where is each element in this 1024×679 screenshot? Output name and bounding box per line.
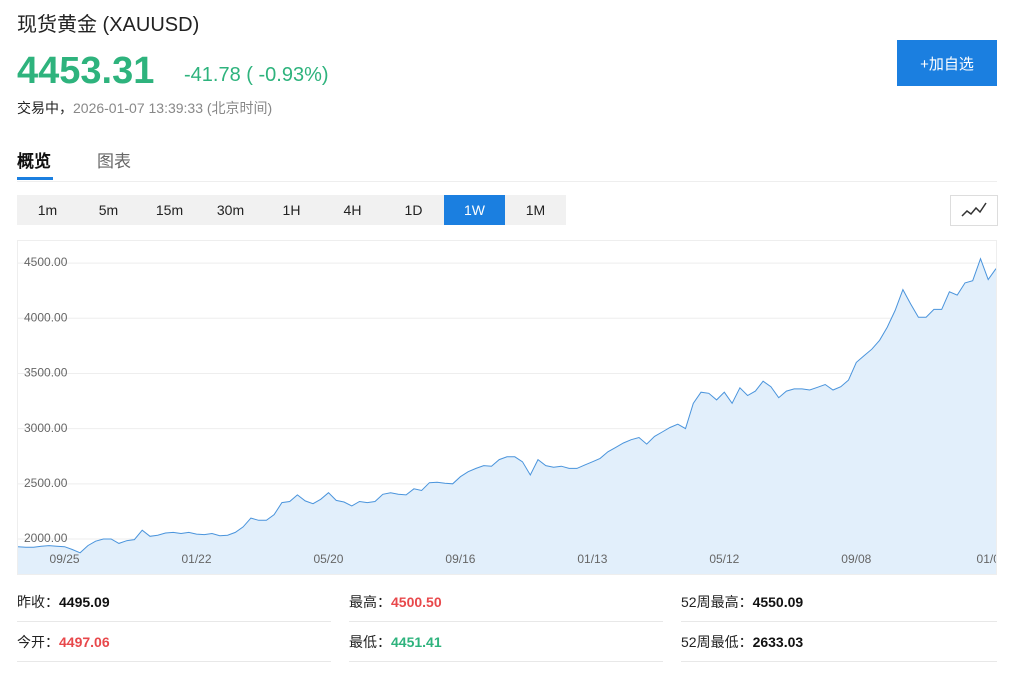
y-tick-label: 4000.00 xyxy=(24,310,68,324)
tab-indicator xyxy=(17,177,53,180)
stat-label: 52周最高： xyxy=(681,594,753,610)
period-button[interactable]: 1M xyxy=(525,202,546,218)
stat: 52周最高：4550.09 xyxy=(681,592,803,612)
price: 4453.31 xyxy=(17,50,155,92)
y-tick-label: 4500.00 xyxy=(24,255,68,269)
chart: 2000.00 2500.00 3000.00 3500.00 4000.00 4500.… xyxy=(17,240,997,575)
period-button[interactable]: 1D xyxy=(404,202,423,218)
stat-label: 今开： xyxy=(17,634,59,650)
divider xyxy=(681,661,997,662)
stat-label: 最高： xyxy=(349,594,391,610)
divider xyxy=(681,621,997,622)
stat-value: 4451.41 xyxy=(391,634,442,650)
chart-type-icon xyxy=(961,202,987,217)
y-tick-label: 2000.00 xyxy=(24,531,68,545)
period-button[interactable]: 4H xyxy=(343,202,362,218)
x-tick-label: 01/13 xyxy=(577,552,607,566)
period-bar: 1m 5m 15m 30m 1H 4H 1D 1W 1M xyxy=(17,195,566,225)
y-tick-label: 3000.00 xyxy=(24,421,68,435)
x-tick-label: 01/0 xyxy=(977,552,997,566)
change: -41.78 ( -0.93%) xyxy=(184,64,329,86)
chart-type-button[interactable] xyxy=(950,195,998,226)
period-button[interactable]: 15m xyxy=(155,202,184,218)
separator xyxy=(17,181,997,182)
stat-label: 最低： xyxy=(349,634,391,650)
area-fill xyxy=(18,258,996,574)
x-tick-label: 05/12 xyxy=(709,552,739,566)
stat: 最高：4500.50 xyxy=(349,592,442,612)
x-tick-label: 05/20 xyxy=(313,552,343,566)
status: 交易中，2026-01-07 13:39:33 (北京时间) xyxy=(17,98,272,118)
line xyxy=(18,257,996,554)
status-text: 交易中， xyxy=(17,100,73,116)
y-tick-label: 3500.00 xyxy=(24,366,68,380)
add-watchlist-button[interactable]: +加自选 xyxy=(897,40,997,86)
stat: 昨收：4495.09 xyxy=(17,592,110,612)
period-button[interactable]: 5m xyxy=(98,202,119,218)
stat-label: 52周最低： xyxy=(681,634,753,650)
title: 现货黄金 (XAUUSD) xyxy=(17,14,200,36)
x-tick-label: 09/25 xyxy=(50,552,80,566)
period-button[interactable]: 30m xyxy=(216,202,245,218)
period-button[interactable]: 1W xyxy=(444,195,505,225)
stat-label: 昨收： xyxy=(17,594,59,610)
stat: 52周最低：2633.03 xyxy=(681,632,803,652)
period-button[interactable]: 1H xyxy=(282,202,301,218)
x-tick-label: 09/08 xyxy=(841,552,871,566)
time: 2026-01-07 13:39:33 (北京时间) xyxy=(73,100,273,116)
tab[interactable]: 概览 xyxy=(17,152,51,171)
y-tick-label: 2500.00 xyxy=(24,476,68,490)
divider xyxy=(349,661,663,662)
divider xyxy=(349,621,663,622)
x-tick-label: 01/22 xyxy=(182,552,212,566)
stat-value: 4495.09 xyxy=(59,594,110,610)
divider xyxy=(17,621,331,622)
stat: 今开：4497.06 xyxy=(17,632,110,652)
stat-value: 4550.09 xyxy=(752,594,804,610)
stat-value: 4500.50 xyxy=(391,594,442,610)
stat-value: 2633.03 xyxy=(752,634,804,650)
stat: 最低：4451.41 xyxy=(349,632,442,652)
period-button[interactable]: 1m xyxy=(37,202,58,218)
x-tick-label: 09/16 xyxy=(445,552,475,566)
tab[interactable]: 图表 xyxy=(97,152,131,171)
divider xyxy=(17,661,331,662)
stat-value: 4497.06 xyxy=(59,634,110,650)
